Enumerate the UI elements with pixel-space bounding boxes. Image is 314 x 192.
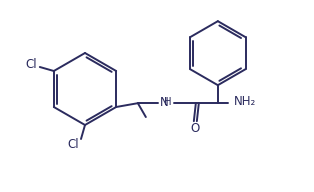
Text: NH₂: NH₂	[234, 95, 256, 108]
Text: N: N	[160, 96, 169, 109]
Text: H: H	[164, 97, 171, 107]
Text: Cl: Cl	[67, 138, 79, 151]
Text: Cl: Cl	[25, 59, 37, 71]
Text: O: O	[190, 122, 199, 135]
